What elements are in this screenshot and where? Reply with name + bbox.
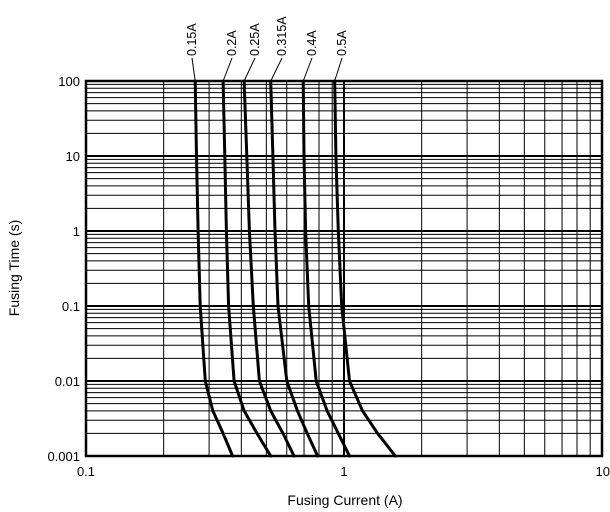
series-label: 0.15A: [185, 23, 199, 56]
y-tick-label: 1: [73, 224, 80, 239]
series-label-leader: [222, 57, 233, 82]
series-curve-0.2A: [221, 79, 273, 458]
series-label-leader: [243, 57, 256, 82]
series-label: 0.2A: [225, 30, 239, 56]
y-tick-label: 100: [58, 74, 80, 89]
series-label-leader: [191, 57, 196, 82]
plot-frame: [84, 79, 604, 458]
series-curve-0.4A: [301, 79, 351, 458]
series-label-leader: [334, 57, 343, 82]
y-tick-label: 0.01: [55, 374, 80, 389]
series-curve-0.25A: [242, 79, 296, 458]
series-label: 0.315A: [275, 16, 289, 56]
series-label-leader: [302, 57, 313, 82]
y-tick-labels: 0.001 0.01 0.1 1 10 100: [47, 74, 80, 464]
y-tick-label: 0.001: [47, 449, 80, 464]
x-tick-label: 0.1: [77, 464, 95, 479]
series-curve-0.5A: [333, 79, 397, 458]
y-tick-label: 10: [66, 149, 80, 164]
series-curve-0.315A: [269, 79, 320, 458]
x-tick-label: 1: [340, 464, 347, 479]
label-leaders: 0.15A 0.2A 0.25A 0.315A 0.4A 0.5A: [185, 16, 349, 82]
x-axis-label: Fusing Current (A): [287, 492, 402, 508]
y-axis-label: Fusing Time (s): [6, 220, 22, 316]
y-tick-label: 0.1: [62, 299, 80, 314]
x-tick-labels: 0.1 1 10: [77, 464, 610, 479]
series-label: 0.25A: [248, 23, 262, 56]
x-tick-label: 10: [596, 464, 610, 479]
series-label: 0.5A: [335, 30, 349, 56]
series-label: 0.4A: [305, 30, 319, 56]
series-label-leader: [270, 57, 283, 82]
series-curves: [193, 79, 397, 458]
series-curve-0.15A: [193, 79, 235, 458]
